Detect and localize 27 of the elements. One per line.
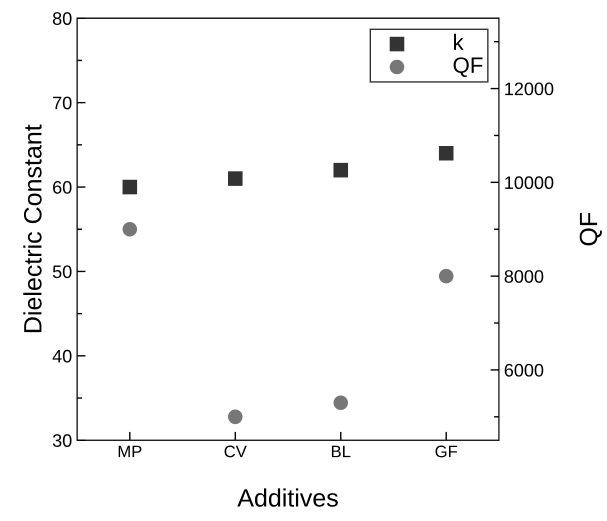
point [438, 146, 454, 161]
y-axis-title: Dielectric Constant [23, 124, 42, 332]
point [228, 410, 243, 424]
y2-tick-label: 6000 [504, 364, 544, 377]
y-tick-label: 60 [53, 180, 72, 194]
point [122, 222, 138, 237]
x-tick-label: MP [118, 446, 142, 458]
y-tick-label: 40 [52, 350, 72, 363]
y-tick-label: 50 [52, 265, 72, 278]
y2-axis-title: QF [580, 212, 602, 246]
legend-label: k [454, 34, 464, 50]
point [122, 180, 138, 194]
legend-label: QF [454, 57, 483, 78]
x-axis-title: Additives [237, 488, 338, 507]
point [333, 162, 348, 178]
y-tick-label: 70 [53, 96, 72, 110]
point [438, 268, 454, 284]
y-tick-label: 30 [52, 434, 72, 447]
point [228, 171, 243, 186]
x-tick-label: BL [332, 446, 350, 458]
y2-tick-label: 8000 [504, 270, 544, 283]
x-tick-label: CV [224, 446, 247, 458]
point [333, 395, 348, 410]
x-tick-label: GF [435, 446, 458, 458]
y2-tick-label: 10000 [505, 176, 554, 190]
y2-tick-label: 12000 [505, 82, 554, 96]
y-tick-label: 80 [52, 12, 72, 25]
